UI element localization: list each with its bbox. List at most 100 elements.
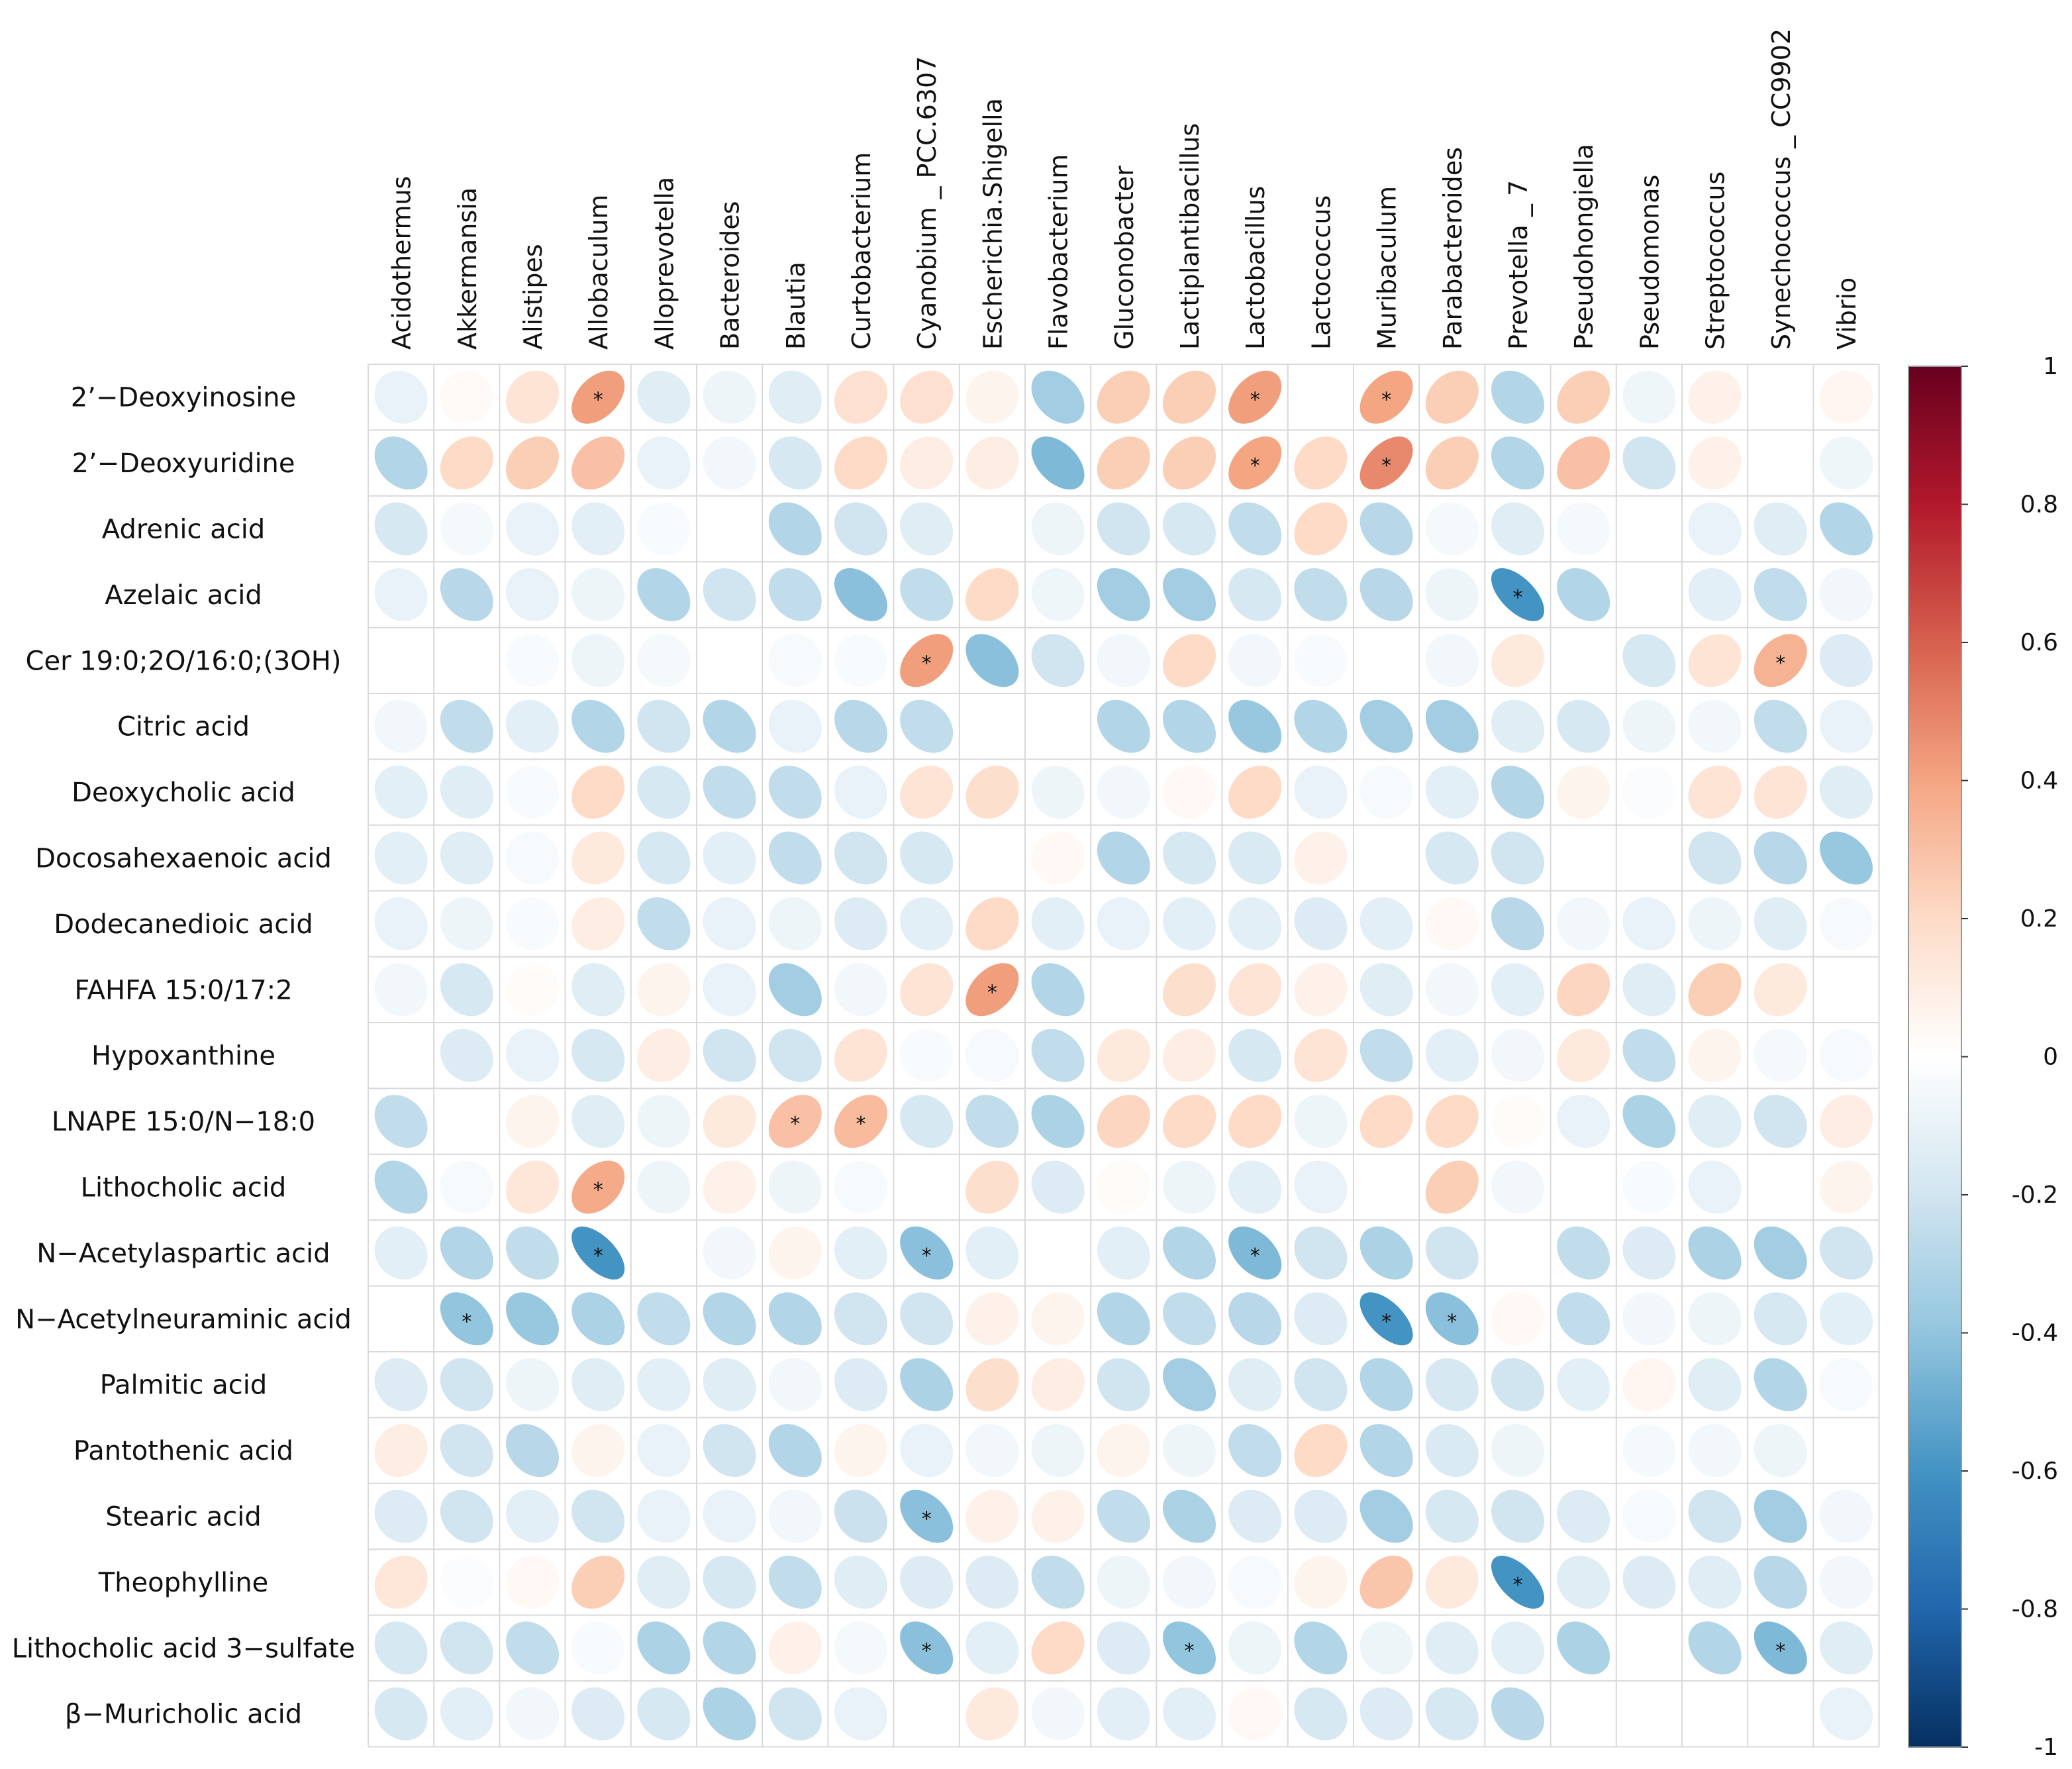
cell-ellipse (1820, 1424, 1873, 1478)
cell-ellipse (1491, 1687, 1544, 1741)
cell-ellipse (1162, 1095, 1216, 1148)
cell-ellipse (1097, 1029, 1150, 1082)
cell-ellipse (1228, 1424, 1282, 1478)
colorbar-tick-label: -0.2 (2012, 1182, 2058, 1209)
row-label: 2’−Deoxyinosine (71, 383, 297, 413)
cell-ellipse (965, 1424, 1019, 1478)
cell-ellipse (1491, 1424, 1545, 1478)
cell-ellipse (1163, 831, 1216, 885)
cell-ellipse (900, 1029, 954, 1082)
cell-ellipse (1163, 1687, 1216, 1741)
cell-ellipse (1359, 1029, 1413, 1082)
cell-ellipse (834, 568, 888, 621)
cell-ellipse (506, 1095, 559, 1148)
cell-ellipse (1359, 897, 1413, 950)
cell-ellipse (1031, 1160, 1085, 1214)
cell-ellipse (1294, 1621, 1348, 1675)
cell-ellipse (1228, 699, 1282, 753)
cell-ellipse (768, 1358, 822, 1411)
cell-ellipse (703, 370, 756, 424)
cell-ellipse (1557, 1358, 1610, 1411)
cell-ellipse (1294, 568, 1348, 621)
cell-ellipse (1491, 1621, 1544, 1675)
cell-ellipse (440, 699, 493, 753)
cell-ellipse (374, 634, 428, 687)
cell-ellipse (505, 897, 560, 950)
cell-ellipse (1688, 897, 1742, 950)
cell-ellipse (1622, 1029, 1676, 1082)
cell-ellipse (965, 370, 1019, 424)
cell-ellipse (1753, 1358, 1807, 1411)
cell-ellipse (1097, 963, 1150, 1017)
cell-ellipse (637, 1424, 691, 1478)
column-label: Synechococcus _ CC9902 (1767, 28, 1796, 350)
cell-ellipse (505, 502, 560, 556)
cell-ellipse (1359, 436, 1413, 490)
cell-ellipse (834, 370, 888, 424)
colorbar-tick-label: -0.8 (2012, 1596, 2058, 1623)
cell-ellipse (1688, 1292, 1742, 1346)
cell-ellipse (1359, 699, 1413, 753)
cell-ellipse (1162, 1424, 1216, 1478)
cell-ellipse (703, 1095, 756, 1148)
column-labels: Acidothermus Akkermansia Alistipes Allobacu… (387, 28, 1861, 350)
cell-ellipse (1819, 1687, 1873, 1741)
cell-ellipse (900, 699, 954, 753)
colorbar-tick-label: -0.4 (2012, 1320, 2058, 1347)
cell-ellipse (1753, 699, 1807, 753)
cell-ellipse (834, 1687, 888, 1741)
cell-ellipse (374, 1160, 428, 1214)
cell-ellipse (1688, 766, 1742, 819)
column-label: Escherichia.Shigella (978, 98, 1007, 350)
cell-ellipse (1820, 1490, 1873, 1543)
row-label: N−Acetylaspartic acid (36, 1238, 330, 1269)
cell-ellipse (1622, 766, 1676, 819)
cell-ellipse (1162, 568, 1216, 621)
cell-ellipse (1294, 766, 1348, 819)
cell-ellipse (637, 1555, 691, 1609)
significance-marker: * (1381, 454, 1391, 478)
cell-ellipse (1097, 1226, 1150, 1280)
cell-ellipse (506, 1555, 559, 1609)
cell-ellipse (506, 1424, 559, 1478)
cell-ellipse (1228, 370, 1282, 424)
cell-ellipse (637, 1490, 691, 1543)
cell-ellipse (1425, 1555, 1479, 1609)
cell-ellipse (1622, 1687, 1676, 1741)
cell-ellipse (1031, 370, 1085, 424)
cell-ellipse (1163, 436, 1216, 490)
cell-ellipse (1031, 634, 1085, 687)
cell-ellipse (1688, 502, 1742, 556)
cell-ellipse (1491, 634, 1544, 687)
column-label: Lactococcus (1307, 195, 1336, 350)
cell-ellipse (1031, 568, 1085, 621)
cell-ellipse (374, 699, 428, 753)
cell-ellipse (1359, 1292, 1413, 1346)
column-label: Streptococcus (1701, 172, 1730, 350)
cell-ellipse (440, 370, 493, 424)
cell-ellipse (1425, 1358, 1479, 1411)
cell-ellipse (1622, 568, 1676, 621)
cell-ellipse (768, 1029, 822, 1082)
cell-ellipse (1031, 1424, 1085, 1478)
cell-ellipse (1294, 699, 1348, 753)
cell-ellipse (1294, 1029, 1348, 1082)
cell-ellipse (440, 897, 493, 950)
cell-ellipse (505, 370, 560, 424)
cell-ellipse (1688, 370, 1742, 424)
cell-ellipse (1557, 436, 1610, 490)
cell-ellipse (1820, 436, 1873, 490)
cell-ellipse (571, 1687, 625, 1741)
cell-ellipse (1557, 1621, 1610, 1675)
cell-ellipse (1359, 634, 1413, 687)
cell-ellipse (1557, 831, 1610, 885)
significance-marker: * (922, 652, 932, 675)
cell-ellipse (1425, 502, 1479, 556)
cell-ellipse (1491, 1292, 1544, 1346)
cell-ellipse (637, 699, 691, 753)
cell-ellipse (768, 502, 822, 556)
cell-ellipse (1359, 963, 1413, 1017)
cell-ellipse (900, 1621, 954, 1675)
cell-ellipse (440, 502, 493, 556)
colorbar-tick-label: -0.6 (2012, 1458, 2058, 1485)
